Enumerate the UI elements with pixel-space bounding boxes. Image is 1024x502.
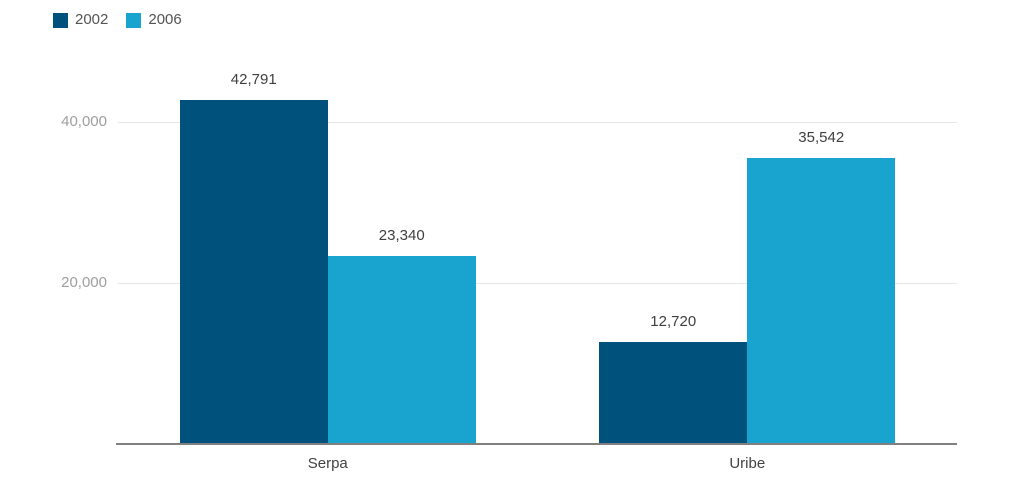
legend-label-2006: 2006 (148, 11, 182, 28)
gridline-40,000 (118, 122, 957, 124)
value-label-serpa-2006: 23,340 (378, 227, 425, 245)
bar-serpa-2002 (179, 99, 328, 444)
bar-serpa-2006 (327, 256, 476, 444)
chart-legend: 2002 2006 (53, 12, 182, 28)
legend-item-2002: 2002 (53, 12, 108, 28)
plot-area: 20,000 40,000 42,791 23,340 Serpa 12,720 35,54… (61, 42, 957, 472)
legend-item-2006: 2006 (126, 11, 182, 28)
legend-label-2002: 2002 (75, 11, 109, 28)
value-label-uribe-2006: 35,542 (798, 129, 845, 147)
legend-swatch-2002 (53, 12, 68, 28)
gridline-20,000 (118, 283, 957, 285)
y-tick-label-40,000: 40,000 (61, 113, 107, 131)
bar-uribe-2002 (599, 341, 748, 444)
value-label-uribe-2002: 12,720 (650, 312, 697, 330)
bar-uribe-2006 (747, 158, 896, 444)
x-axis-line (116, 443, 957, 445)
y-tick-label-20,000: 20,000 (61, 274, 107, 292)
value-label-serpa-2002: 42,791 (230, 70, 277, 88)
category-label-uribe: Uribe (729, 455, 766, 472)
legend-swatch-2006 (126, 12, 142, 28)
category-label-serpa: Serpa (307, 455, 348, 472)
